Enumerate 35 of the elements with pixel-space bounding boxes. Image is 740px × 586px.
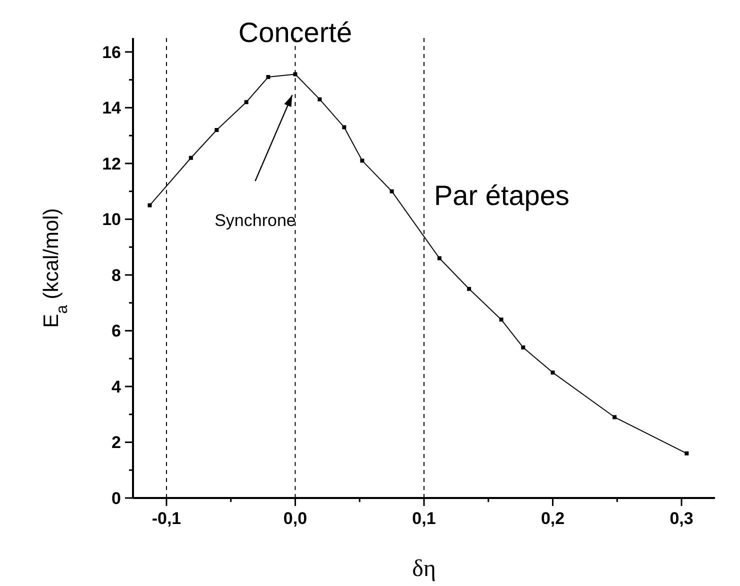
point: [437, 256, 442, 260]
x-tick-label: 0,0: [283, 509, 308, 528]
point: [467, 286, 472, 291]
x-tick-label: -0,1: [152, 509, 182, 528]
annotation: Par étapes: [434, 180, 570, 211]
y-tick-label: 2: [112, 433, 121, 452]
point: [244, 100, 248, 104]
y-tick-label: 10: [102, 210, 121, 230]
x-axis-title: δη: [412, 556, 436, 582]
point: [684, 451, 689, 456]
annotation: Synchrone: [214, 210, 296, 230]
y-tick-label: 0: [112, 488, 121, 508]
y-tick-label: 6: [112, 322, 121, 341]
point: [550, 370, 555, 375]
point: [214, 128, 219, 132]
point: [342, 125, 346, 130]
x-tick-label: 0,1: [412, 509, 436, 528]
point: [293, 72, 298, 76]
point: [148, 203, 152, 208]
x-tick-label: 0,2: [540, 509, 565, 528]
point: [521, 345, 526, 350]
point: [499, 318, 504, 322]
x-tick-label: 0,3: [670, 509, 694, 528]
point: [318, 97, 322, 102]
y-tick-label: 12: [102, 154, 121, 174]
point: [390, 189, 394, 194]
point: [612, 415, 617, 420]
annotation: Concerté: [238, 17, 352, 48]
y-tick-label: 14: [102, 98, 122, 118]
y-tick-label: 4: [112, 377, 122, 396]
point: [266, 75, 270, 80]
point: [188, 156, 193, 160]
point: [360, 158, 364, 163]
y-tick-label: 8: [112, 266, 121, 285]
y-tick-label: 16: [102, 42, 121, 62]
